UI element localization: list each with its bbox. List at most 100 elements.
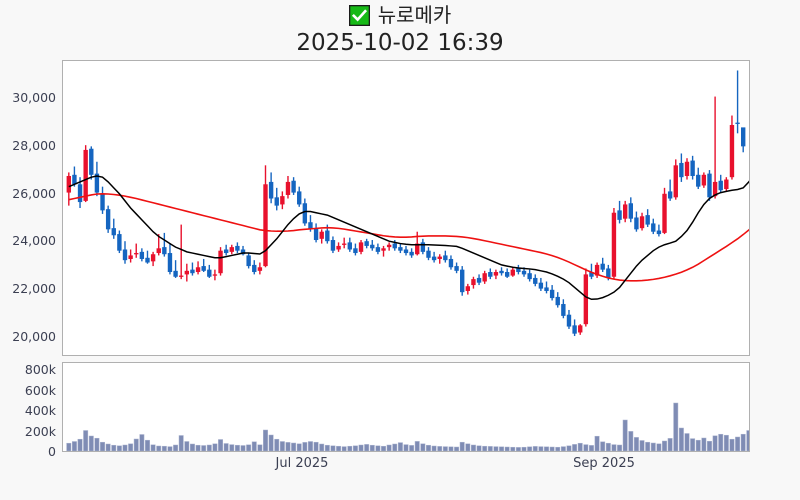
volume-bar [145,439,150,451]
candle-body [89,148,94,175]
volume-bar [549,446,555,451]
volume-bar [313,441,319,451]
volume-bar [409,445,415,451]
price-y-tick-label: 20,000 [12,328,56,344]
volume-bar [71,441,77,451]
candle-wick [714,96,716,199]
candle-wick [163,232,166,257]
candle-body [735,122,740,124]
candle-body [488,272,493,277]
volume-bar [240,445,246,451]
candle-body [280,196,285,205]
candle-body [712,181,718,197]
candle-body [510,269,515,276]
candle-body [527,273,532,280]
candle-body [415,243,420,255]
volume-bar [246,444,252,451]
candle-wick [382,245,385,257]
volume-bar [100,441,105,451]
volume-bar [583,444,589,451]
price-y-tick-label: 30,000 [12,90,56,106]
candle-body [426,250,431,258]
volume-bar [605,442,611,451]
volume-bar [566,445,572,451]
volume-bar [150,444,156,451]
candle-body [471,279,476,286]
volume-bar [521,446,527,451]
candle-body [190,269,195,274]
volume-bar [178,435,184,451]
candle-body [516,268,521,273]
volume-bar [111,444,117,451]
candle-body [572,325,577,334]
volume-bar [459,441,465,451]
volume-bar [639,440,645,451]
candle-body [622,204,628,219]
candle-body [325,230,330,242]
volume-bar [482,445,488,451]
candle-body [617,210,622,220]
volume-bar [167,446,173,451]
candle-wick [343,237,345,249]
candle-body [77,184,83,203]
candle-wick [736,70,739,134]
volume-bar [392,443,398,451]
volume-bar [279,441,285,451]
volume-chart-panel [62,362,750,452]
volume-bar [437,446,443,451]
candle-body [381,248,386,251]
volume-bar [678,427,684,451]
volume-bar [650,442,656,451]
price-chart-svg [66,70,749,337]
candle-body [173,270,178,277]
volume-bar [386,444,392,451]
volume-bar [465,443,471,451]
candle-body [690,160,695,176]
volume-bar [358,444,364,451]
candle-body [122,249,128,261]
candle-body [409,251,414,256]
volume-bar [128,443,134,451]
candle-body [375,247,381,252]
volume-bar [493,446,499,451]
candle-body [611,212,617,277]
volume-bar [173,444,179,451]
volume-bar [139,434,145,451]
candle-body [544,287,549,291]
volume-bar [274,438,280,451]
candle-body [319,231,324,239]
candle-body [302,203,308,224]
volume-bar [538,446,544,451]
volume-bar [341,446,347,451]
volume-bar [729,438,735,451]
candle-wick [158,234,160,256]
volume-bar-series [66,402,749,451]
volume-y-tick-label: 800k [24,362,56,378]
volume-bar [448,446,454,451]
candle-body [235,245,240,251]
green-check-icon [348,4,370,26]
candle-body [274,197,279,206]
volume-bar [352,445,358,451]
volume-bar [723,434,729,451]
volume-bar [560,446,566,451]
volume-bar [369,444,375,451]
candle-body [347,242,352,250]
candle-wick [180,224,182,280]
volume-bar [633,437,639,451]
candle-body [729,125,735,178]
candle-body [207,269,212,277]
volume-bar [414,441,420,451]
candle-body [100,193,105,211]
candle-body [465,286,471,291]
candle-body [448,258,454,268]
volume-bar [656,443,662,451]
candle-body [555,296,560,306]
candle-body [111,228,116,236]
volume-bar [251,441,257,451]
volume-bar [611,444,617,451]
candle-body [684,161,690,176]
candle-body [150,254,156,262]
candle-body [392,243,397,249]
